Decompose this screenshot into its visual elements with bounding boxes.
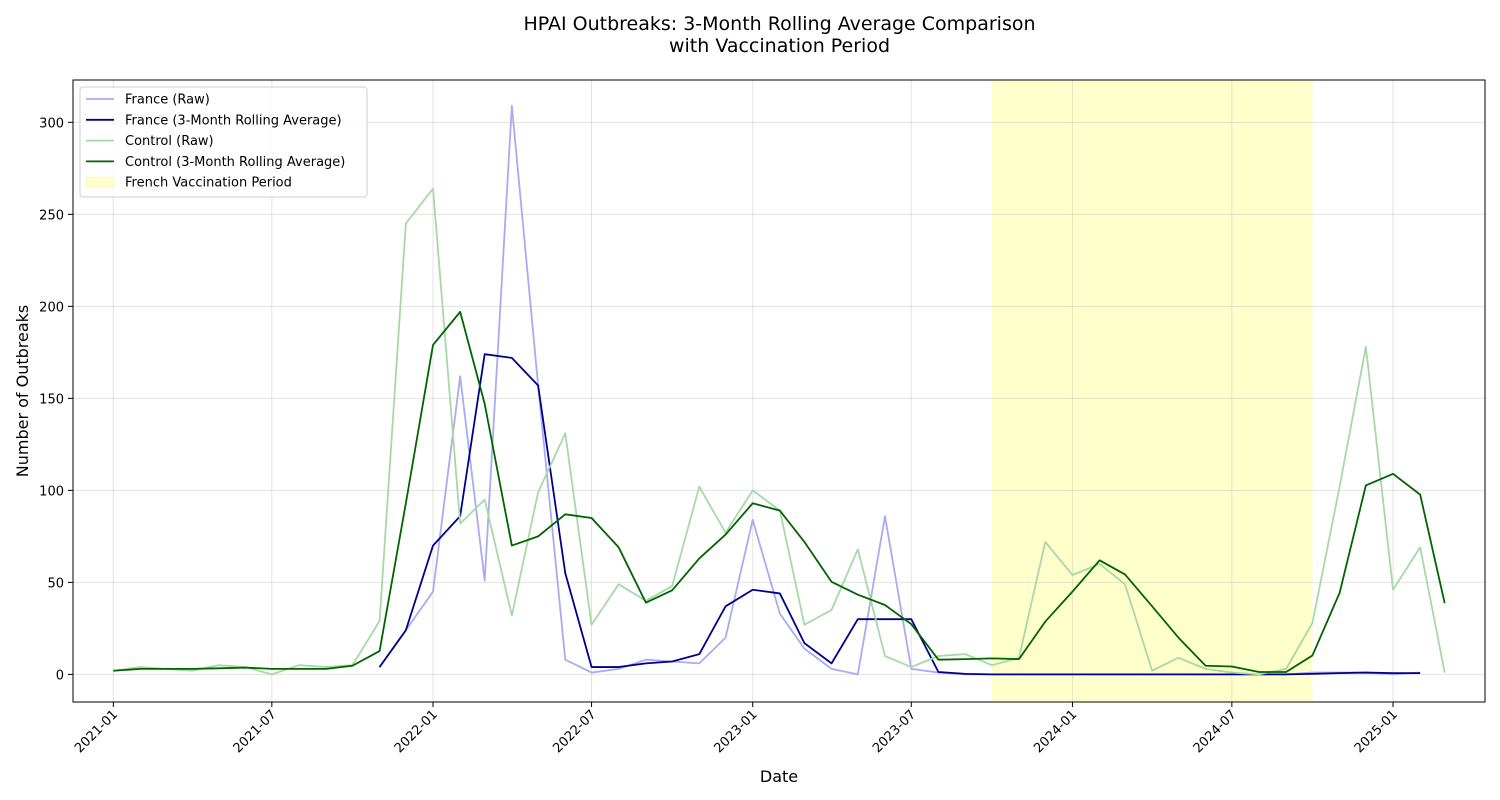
x-tick-label: 2022-07 (550, 707, 599, 756)
legend-swatch (85, 176, 115, 188)
vaccination-period-region (991, 80, 1313, 702)
legend-box (79, 86, 368, 198)
x-tick-label: 2025-01 (1352, 707, 1401, 756)
series-line-france-3-month-rolling-average (378, 353, 1421, 676)
x-tick-label: 2023-07 (870, 707, 919, 756)
legend-label: French Vaccination Period (125, 176, 292, 191)
legend-label: France (Raw) (125, 93, 210, 108)
x-tick-label: 2023-01 (712, 707, 761, 756)
y-tick-label: 300 (39, 116, 64, 131)
y-tick-label: 250 (39, 208, 64, 223)
y-tick-label: 0 (56, 668, 64, 683)
x-tick-label: 2021-07 (231, 707, 280, 756)
legend: France (Raw) France (3-Month Rolling Aver… (79, 86, 368, 198)
y-tick-label: 150 (39, 392, 64, 407)
y-tick-label: 50 (47, 576, 64, 591)
legend-label: Control (Raw) (125, 134, 214, 149)
y-axis-label: Number of Outbreaks (13, 305, 32, 478)
chart-title-line-1: HPAI Outbreaks: 3-Month Rolling Average … (523, 13, 1035, 35)
x-axis-label: Date (760, 767, 798, 786)
x-tick-label: 2021-01 (72, 707, 121, 756)
legend-label: Control (3-Month Rolling Average) (125, 155, 345, 170)
x-tick-label: 2024-07 (1191, 707, 1240, 756)
x-tick-label: 2024-01 (1031, 707, 1080, 756)
y-tick-label: 100 (39, 484, 64, 499)
legend-label: France (3-Month Rolling Average) (125, 113, 342, 128)
x-tick-label: 2022-01 (392, 707, 441, 756)
y-tick-label: 200 (39, 300, 64, 315)
plot-frame (72, 79, 1486, 703)
chart-title-line-2: with Vaccination Period (669, 35, 890, 57)
series-line-control-3-month-rolling-average (113, 310, 1446, 673)
